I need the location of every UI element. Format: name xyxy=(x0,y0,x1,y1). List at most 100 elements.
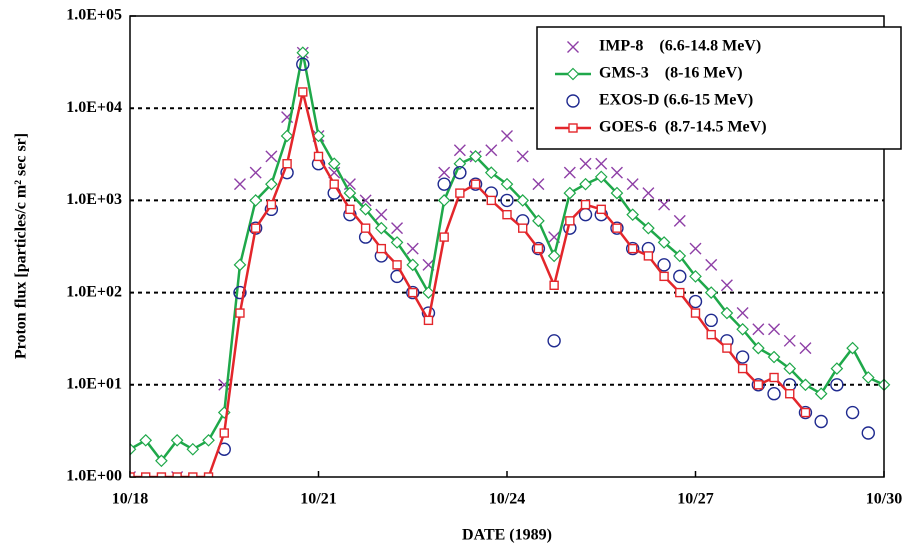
marker-square xyxy=(313,151,324,162)
marker-x xyxy=(799,342,812,355)
marker-x xyxy=(658,198,671,211)
marker-square xyxy=(250,223,261,233)
legend-label: GMS-3 (8-16 MeV) xyxy=(599,65,743,82)
marker-circle xyxy=(845,405,860,420)
marker-diamond xyxy=(130,442,137,456)
marker-diamond xyxy=(390,236,404,249)
marker-circle xyxy=(610,221,624,235)
marker-square xyxy=(235,308,245,318)
marker-diamond xyxy=(814,387,828,401)
marker-square xyxy=(518,223,528,233)
marker-square xyxy=(130,472,135,477)
marker-diamond xyxy=(233,258,247,272)
marker-square xyxy=(568,123,578,133)
marker-diamond xyxy=(186,442,200,456)
marker-diamond xyxy=(642,221,655,235)
marker-x xyxy=(406,242,419,255)
marker-x xyxy=(501,129,513,142)
legend-box xyxy=(536,26,902,150)
marker-circle xyxy=(751,378,766,392)
marker-x xyxy=(579,157,592,170)
marker-square xyxy=(156,472,167,477)
marker-square xyxy=(533,243,544,254)
marker-square xyxy=(360,223,371,233)
marker-square xyxy=(439,232,449,242)
marker-square xyxy=(219,428,229,438)
marker-diamond xyxy=(406,258,420,272)
plot-area xyxy=(130,46,891,477)
marker-x xyxy=(233,178,246,191)
marker-x xyxy=(626,178,639,191)
marker-square xyxy=(329,179,339,189)
marker-square xyxy=(737,363,748,374)
marker-square xyxy=(298,87,308,97)
marker-square xyxy=(643,251,654,261)
marker-diamond xyxy=(846,341,859,355)
marker-circle xyxy=(296,57,310,71)
legend-label: GOES-6 (8.7-14.5 MeV) xyxy=(599,119,767,136)
marker-circle xyxy=(735,350,750,364)
marker-diamond xyxy=(500,177,514,191)
x-tick-label: 10/18 xyxy=(112,491,148,508)
marker-circle xyxy=(406,285,420,300)
marker-x xyxy=(768,323,781,336)
marker-diamond xyxy=(516,194,530,207)
marker-diamond xyxy=(579,177,592,191)
marker-diamond xyxy=(736,322,749,336)
marker-x xyxy=(563,166,576,179)
marker-square xyxy=(188,472,198,477)
marker-diamond xyxy=(422,286,435,299)
marker-diamond xyxy=(689,270,702,283)
marker-square xyxy=(769,372,779,383)
marker-diamond xyxy=(170,433,184,447)
marker-circle xyxy=(233,285,247,300)
y-tick-label: 1.0E+05 xyxy=(66,7,122,24)
marker-x xyxy=(720,279,733,292)
marker-diamond xyxy=(799,378,812,392)
marker-circle xyxy=(531,241,546,256)
marker-circle xyxy=(673,269,687,284)
marker-square xyxy=(282,159,292,169)
x-tick-label: 10/27 xyxy=(677,491,713,508)
marker-x xyxy=(783,334,796,347)
y-tick-label: 1.0E+04 xyxy=(66,99,122,116)
marker-diamond xyxy=(327,157,341,171)
marker-square xyxy=(675,287,685,298)
marker-x xyxy=(610,166,623,179)
marker-circle xyxy=(830,378,844,392)
marker-diamond xyxy=(861,371,875,384)
marker-square xyxy=(627,243,638,254)
legend-label: IMP-8 (6.6-14.8 MeV) xyxy=(599,38,761,55)
marker-diamond xyxy=(704,286,718,299)
marker-circle xyxy=(500,193,514,208)
y-tick-label: 1.0E+03 xyxy=(66,191,122,208)
marker-diamond xyxy=(783,362,797,375)
marker-x xyxy=(642,187,655,200)
marker-x xyxy=(485,144,498,157)
marker-square xyxy=(486,195,496,206)
marker-square xyxy=(706,329,716,340)
marker-x xyxy=(705,258,718,271)
marker-diamond xyxy=(343,186,357,200)
marker-square xyxy=(549,280,559,290)
marker-circle xyxy=(547,334,561,348)
legend-label: EXOS-D (6.6-15 MeV) xyxy=(599,92,753,109)
marker-square xyxy=(203,472,214,477)
marker-x xyxy=(752,323,765,336)
marker-x xyxy=(567,41,579,53)
marker-square xyxy=(722,343,732,353)
marker-square xyxy=(612,223,622,233)
x-tick-label: 10/24 xyxy=(489,491,525,508)
marker-circle xyxy=(453,165,467,180)
y-tick-label: 1.0E+00 xyxy=(66,468,122,485)
marker-square xyxy=(785,389,795,399)
x-tick-label: 10/21 xyxy=(300,491,336,508)
marker-diamond xyxy=(547,249,561,263)
marker-square xyxy=(502,209,512,220)
marker-square xyxy=(580,199,591,210)
marker-square xyxy=(408,287,418,298)
marker-square xyxy=(423,315,434,326)
marker-diamond xyxy=(657,236,671,249)
marker-diamond xyxy=(265,177,278,191)
